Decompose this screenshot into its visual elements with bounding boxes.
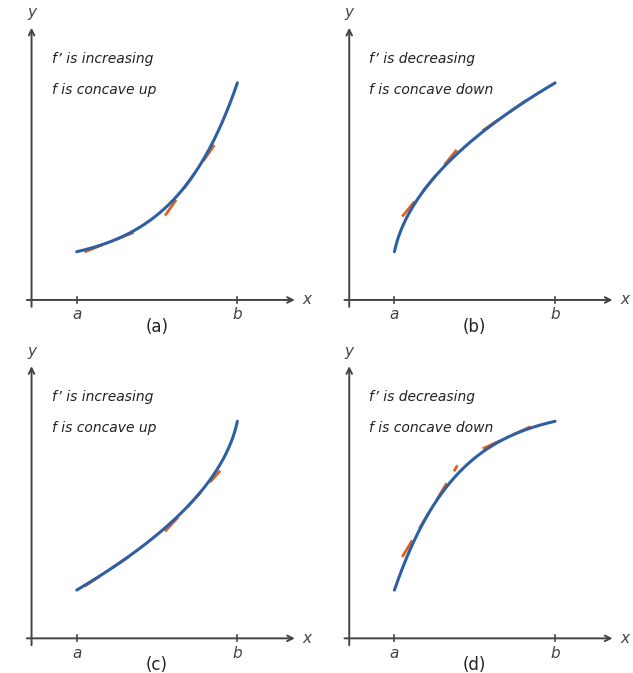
Text: f’ is decreasing: f’ is decreasing [369, 52, 475, 65]
Text: b: b [550, 645, 560, 661]
Text: a: a [390, 645, 399, 661]
Text: a: a [72, 307, 82, 322]
Text: x: x [303, 631, 311, 646]
Text: y: y [345, 344, 354, 359]
Text: y: y [27, 5, 36, 20]
Text: f is concave down: f is concave down [369, 83, 494, 97]
Text: x: x [303, 293, 311, 308]
Text: f is concave down: f is concave down [369, 421, 494, 435]
Text: x: x [620, 293, 629, 308]
Text: f is concave up: f is concave up [52, 83, 156, 97]
Text: f’ is increasing: f’ is increasing [52, 390, 153, 404]
Text: f’ is increasing: f’ is increasing [52, 52, 153, 65]
Text: b: b [232, 307, 242, 322]
Text: (c): (c) [146, 656, 168, 673]
Text: (a): (a) [146, 318, 168, 336]
Text: b: b [550, 307, 560, 322]
Text: f is concave up: f is concave up [52, 421, 156, 435]
Text: a: a [72, 645, 82, 661]
Text: y: y [345, 5, 354, 20]
Text: x: x [620, 631, 629, 646]
Text: a: a [390, 307, 399, 322]
Text: f’ is decreasing: f’ is decreasing [369, 390, 475, 404]
Text: b: b [232, 645, 242, 661]
Text: (d): (d) [463, 656, 486, 673]
Text: y: y [27, 344, 36, 359]
Text: (b): (b) [463, 318, 486, 336]
